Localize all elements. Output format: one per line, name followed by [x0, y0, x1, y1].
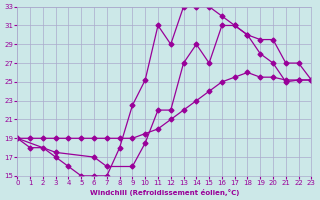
X-axis label: Windchill (Refroidissement éolien,°C): Windchill (Refroidissement éolien,°C)	[90, 189, 239, 196]
